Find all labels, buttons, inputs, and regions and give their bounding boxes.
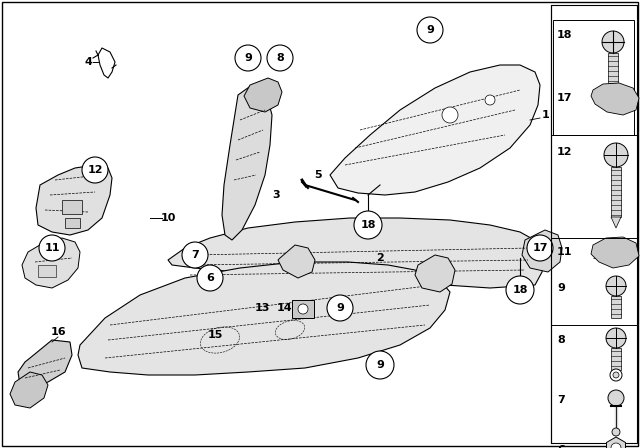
Circle shape <box>327 295 353 321</box>
FancyBboxPatch shape <box>611 296 621 318</box>
FancyBboxPatch shape <box>611 167 621 217</box>
Text: 2: 2 <box>376 253 384 263</box>
Text: 4: 4 <box>84 57 92 67</box>
FancyBboxPatch shape <box>611 348 621 370</box>
Polygon shape <box>611 217 621 228</box>
Text: 18: 18 <box>360 220 376 230</box>
Text: 9: 9 <box>376 360 384 370</box>
Circle shape <box>610 369 622 381</box>
Text: 15: 15 <box>207 330 223 340</box>
Text: 17: 17 <box>532 243 548 253</box>
Text: 5: 5 <box>314 170 322 180</box>
Polygon shape <box>591 83 639 115</box>
FancyBboxPatch shape <box>608 53 618 83</box>
FancyBboxPatch shape <box>551 5 637 443</box>
FancyBboxPatch shape <box>38 265 56 277</box>
Circle shape <box>417 17 443 43</box>
Text: 11: 11 <box>44 243 60 253</box>
Text: 16: 16 <box>50 327 66 337</box>
Polygon shape <box>222 85 272 240</box>
Polygon shape <box>591 237 639 268</box>
FancyBboxPatch shape <box>292 300 314 318</box>
Circle shape <box>608 390 624 406</box>
Circle shape <box>613 372 619 378</box>
Polygon shape <box>78 262 450 375</box>
Circle shape <box>182 242 208 268</box>
Circle shape <box>366 351 394 379</box>
Text: 8: 8 <box>276 53 284 63</box>
Text: 14: 14 <box>277 303 293 313</box>
Circle shape <box>527 235 553 261</box>
Polygon shape <box>18 340 72 390</box>
Text: 12: 12 <box>557 147 573 157</box>
Circle shape <box>606 328 626 348</box>
Circle shape <box>485 95 495 105</box>
Text: 6: 6 <box>206 273 214 283</box>
Polygon shape <box>168 218 545 288</box>
Text: 9: 9 <box>557 283 565 293</box>
Text: 9: 9 <box>336 303 344 313</box>
Text: 9: 9 <box>426 25 434 35</box>
Text: 18: 18 <box>512 285 528 295</box>
Circle shape <box>442 107 458 123</box>
FancyBboxPatch shape <box>62 200 82 214</box>
Text: 1: 1 <box>542 110 550 120</box>
Polygon shape <box>278 245 315 278</box>
Text: 18: 18 <box>557 30 573 40</box>
Circle shape <box>604 143 628 167</box>
Text: 12: 12 <box>87 165 103 175</box>
Text: 7: 7 <box>191 250 199 260</box>
Text: 6: 6 <box>557 445 565 448</box>
Circle shape <box>354 211 382 239</box>
Circle shape <box>39 235 65 261</box>
Circle shape <box>267 45 293 71</box>
Text: 8: 8 <box>557 335 564 345</box>
Text: 9: 9 <box>244 53 252 63</box>
Text: 7: 7 <box>557 395 564 405</box>
Text: 17: 17 <box>557 93 573 103</box>
Polygon shape <box>522 230 562 272</box>
Polygon shape <box>244 78 282 112</box>
Circle shape <box>606 276 626 296</box>
Polygon shape <box>415 255 455 292</box>
Circle shape <box>506 276 534 304</box>
FancyBboxPatch shape <box>553 20 634 135</box>
Polygon shape <box>10 372 48 408</box>
Text: 3: 3 <box>272 190 280 200</box>
Circle shape <box>611 443 621 448</box>
Text: 11: 11 <box>557 247 573 257</box>
Text: 10: 10 <box>160 213 176 223</box>
Polygon shape <box>607 437 625 448</box>
Polygon shape <box>36 165 112 235</box>
Text: 13: 13 <box>254 303 269 313</box>
Circle shape <box>612 428 620 436</box>
Circle shape <box>602 31 624 53</box>
Polygon shape <box>22 238 80 288</box>
Circle shape <box>298 304 308 314</box>
Circle shape <box>82 157 108 183</box>
FancyBboxPatch shape <box>65 218 80 228</box>
Polygon shape <box>330 65 540 195</box>
Circle shape <box>235 45 261 71</box>
Circle shape <box>197 265 223 291</box>
